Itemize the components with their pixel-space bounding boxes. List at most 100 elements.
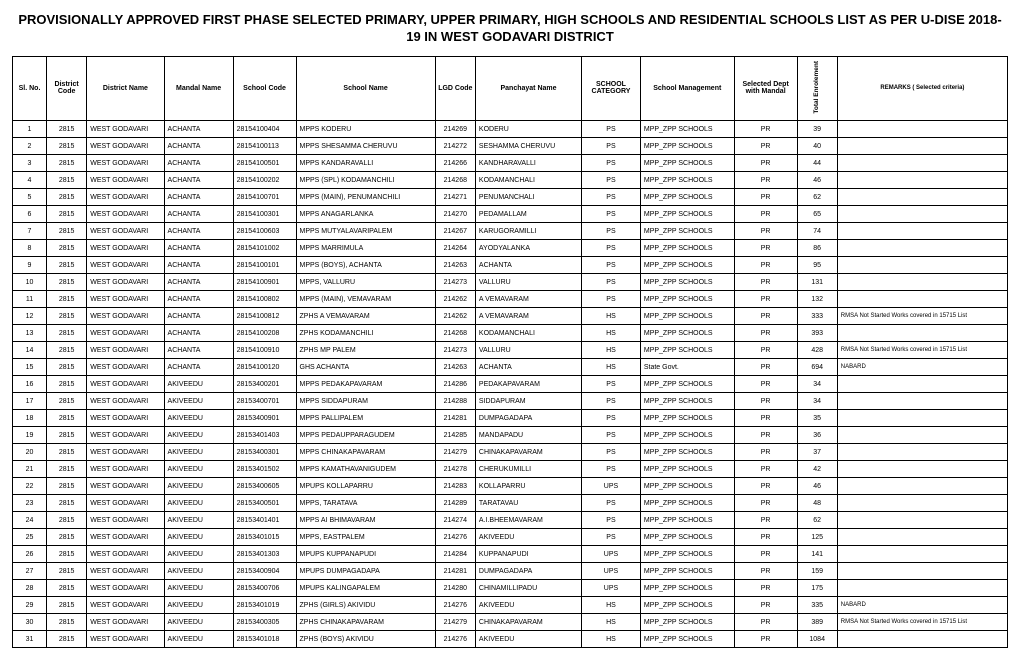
- cell: 214267: [435, 223, 475, 240]
- cell: 2815: [47, 614, 87, 631]
- cell: [837, 580, 1007, 597]
- cell: AKIVEEDU: [164, 393, 233, 410]
- cell: 5: [13, 189, 47, 206]
- cell: ACHANTA: [164, 206, 233, 223]
- cell: 2815: [47, 325, 87, 342]
- cell: 694: [797, 359, 837, 376]
- table-row: 262815WEST GODAVARIAKIVEEDU28153401303MP…: [13, 546, 1008, 563]
- cell: ZPHS MP PALEM: [296, 342, 435, 359]
- cell: PR: [734, 342, 797, 359]
- cell: AKIVEEDU: [475, 631, 581, 648]
- cell: MPPS MUTYALAVARIPALEM: [296, 223, 435, 240]
- cell: 2815: [47, 410, 87, 427]
- cell: [837, 529, 1007, 546]
- cell: 2815: [47, 478, 87, 495]
- cell: 393: [797, 325, 837, 342]
- cell: ACHANTA: [475, 257, 581, 274]
- table-row: 12815WEST GODAVARIACHANTA28154100404MPPS…: [13, 121, 1008, 138]
- cell: PR: [734, 155, 797, 172]
- cell: 15: [13, 359, 47, 376]
- cell: PS: [582, 444, 641, 461]
- cell: WEST GODAVARI: [87, 189, 164, 206]
- cell: A VEMAVARAM: [475, 291, 581, 308]
- cell: MPP_ZPP SCHOOLS: [640, 478, 734, 495]
- cell: 31: [13, 631, 47, 648]
- cell: WEST GODAVARI: [87, 155, 164, 172]
- cell: 2815: [47, 274, 87, 291]
- cell: 2815: [47, 546, 87, 563]
- cell: 2815: [47, 597, 87, 614]
- cell: AKIVEEDU: [164, 597, 233, 614]
- cell: MPUPS KOLLAPARRU: [296, 478, 435, 495]
- cell: ACHANTA: [164, 155, 233, 172]
- cell: 28153401502: [233, 461, 296, 478]
- cell: 16: [13, 376, 47, 393]
- cell: 46: [797, 172, 837, 189]
- table-row: 182815WEST GODAVARIAKIVEEDU28153400901MP…: [13, 410, 1008, 427]
- cell: WEST GODAVARI: [87, 359, 164, 376]
- cell: WEST GODAVARI: [87, 529, 164, 546]
- cell: KODERU: [475, 121, 581, 138]
- cell: WEST GODAVARI: [87, 478, 164, 495]
- cell: 2815: [47, 359, 87, 376]
- cell: ACHANTA: [164, 240, 233, 257]
- cell: 10: [13, 274, 47, 291]
- cell: [837, 461, 1007, 478]
- cell: [837, 223, 1007, 240]
- cell: MPP_ZPP SCHOOLS: [640, 121, 734, 138]
- cell: MPP_ZPP SCHOOLS: [640, 172, 734, 189]
- cell: 214273: [435, 342, 475, 359]
- cell: MPPS PEDAKAPAVARAM: [296, 376, 435, 393]
- cell: MPP_ZPP SCHOOLS: [640, 461, 734, 478]
- col-pan: Panchayat Name: [475, 56, 581, 120]
- cell: 28154100901: [233, 274, 296, 291]
- cell: 35: [797, 410, 837, 427]
- cell: AKIVEEDU: [164, 376, 233, 393]
- cell: 30: [13, 614, 47, 631]
- cell: PS: [582, 223, 641, 240]
- cell: 175: [797, 580, 837, 597]
- cell: PR: [734, 461, 797, 478]
- cell: MPPS, EASTPALEM: [296, 529, 435, 546]
- table-row: 32815WEST GODAVARIACHANTA28154100501MPPS…: [13, 155, 1008, 172]
- cell: PR: [734, 189, 797, 206]
- cell: 39: [797, 121, 837, 138]
- cell: [837, 172, 1007, 189]
- cell: PS: [582, 410, 641, 427]
- cell: MPPS (SPL) KODAMANCHILI: [296, 172, 435, 189]
- cell: 2815: [47, 121, 87, 138]
- cell: 214268: [435, 325, 475, 342]
- cell: PS: [582, 240, 641, 257]
- cell: WEST GODAVARI: [87, 410, 164, 427]
- col-scode: School Code: [233, 56, 296, 120]
- cell: 214270: [435, 206, 475, 223]
- cell: 2815: [47, 580, 87, 597]
- cell: 28153400605: [233, 478, 296, 495]
- cell: 13: [13, 325, 47, 342]
- cell: ACHANTA: [164, 359, 233, 376]
- cell: MPP_ZPP SCHOOLS: [640, 393, 734, 410]
- cell: ACHANTA: [164, 274, 233, 291]
- cell: 28154100812: [233, 308, 296, 325]
- cell: WEST GODAVARI: [87, 342, 164, 359]
- cell: 214262: [435, 291, 475, 308]
- cell: ZPHS (BOYS) AKIVIDU: [296, 631, 435, 648]
- cell: 28154100113: [233, 138, 296, 155]
- cell: PR: [734, 325, 797, 342]
- cell: 62: [797, 189, 837, 206]
- cell: WEST GODAVARI: [87, 240, 164, 257]
- cell: 28153401401: [233, 512, 296, 529]
- cell: 28153400904: [233, 563, 296, 580]
- cell: 24: [13, 512, 47, 529]
- cell: 214286: [435, 376, 475, 393]
- cell: ACHANTA: [164, 189, 233, 206]
- cell: AKIVEEDU: [164, 512, 233, 529]
- cell: 2815: [47, 223, 87, 240]
- cell: 44: [797, 155, 837, 172]
- cell: MPPS (MAIN), PENUMANCHILI: [296, 189, 435, 206]
- cell: HS: [582, 631, 641, 648]
- cell: 74: [797, 223, 837, 240]
- cell: PS: [582, 393, 641, 410]
- cell: MPPS (MAIN), VEMAVARAM: [296, 291, 435, 308]
- table-row: 122815WEST GODAVARIACHANTA28154100812ZPH…: [13, 308, 1008, 325]
